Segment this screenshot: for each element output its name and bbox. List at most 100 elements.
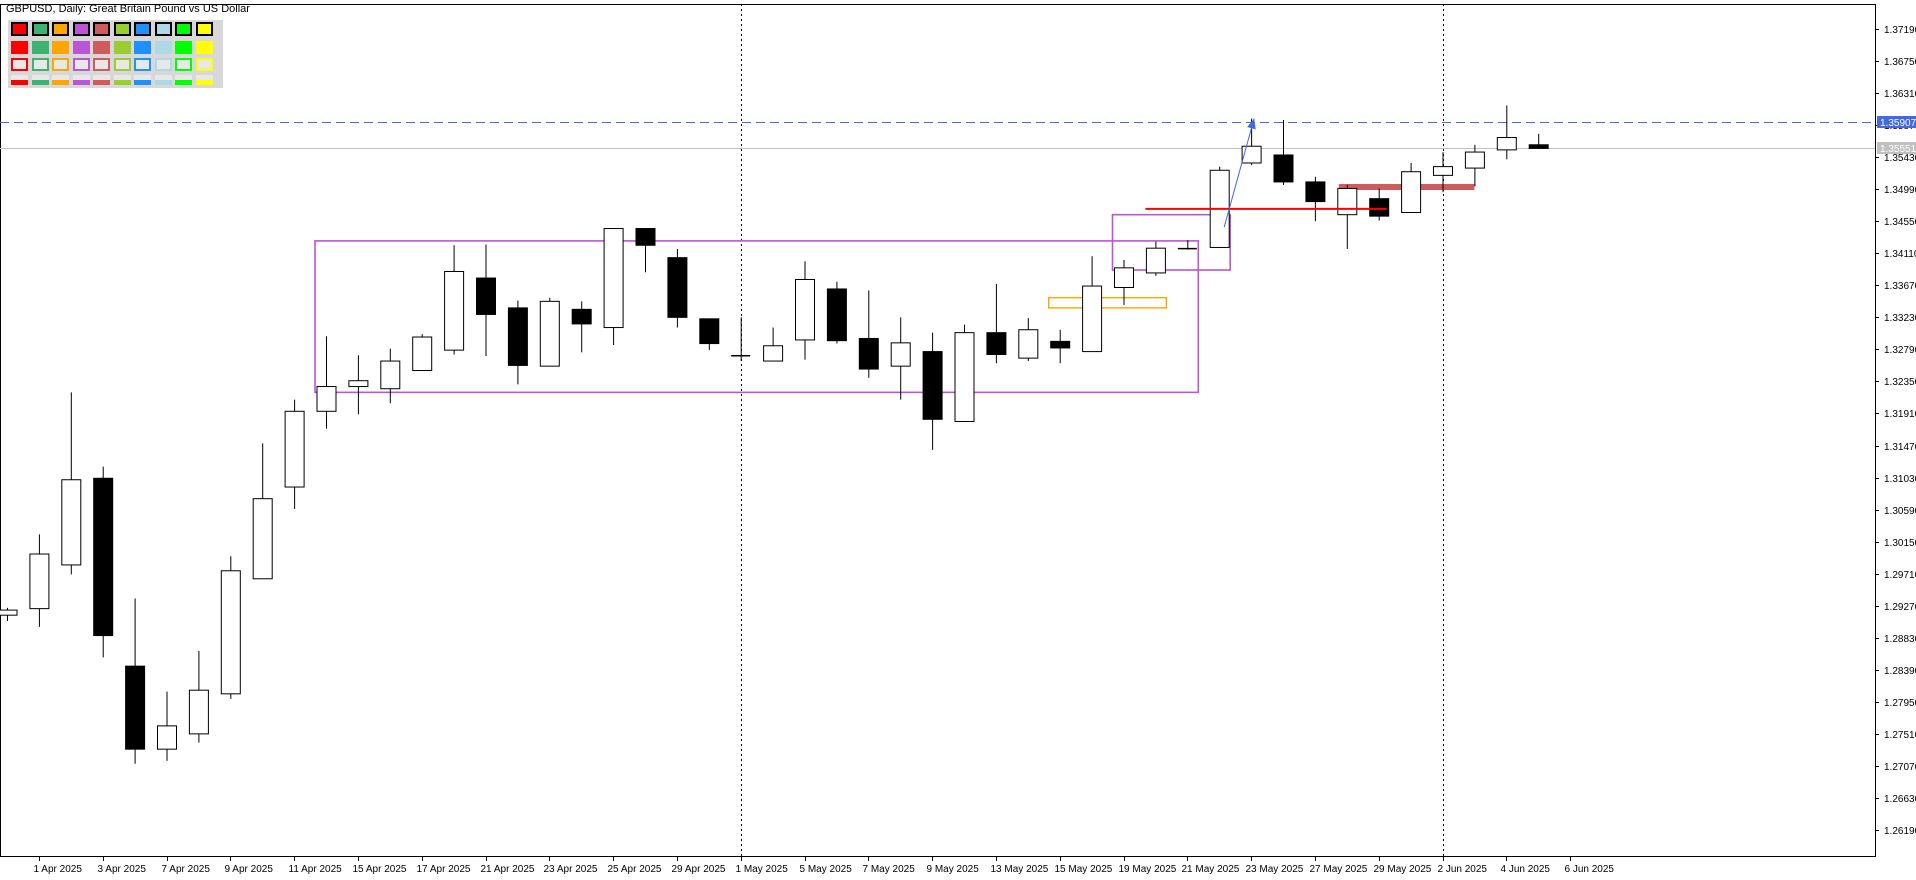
candle-body[interactable] bbox=[93, 477, 114, 637]
candle-body[interactable] bbox=[858, 337, 879, 370]
candle-body[interactable] bbox=[1496, 136, 1517, 151]
candle-body[interactable] bbox=[539, 300, 560, 367]
filled-swatch[interactable] bbox=[11, 41, 28, 54]
candle-body[interactable] bbox=[1018, 329, 1039, 359]
candle-body[interactable] bbox=[922, 351, 943, 420]
price-tick-label: 1.30590 bbox=[1884, 506, 1916, 517]
candle-body[interactable] bbox=[986, 332, 1007, 355]
outlined-swatch[interactable] bbox=[175, 58, 192, 71]
filled-swatch[interactable] bbox=[52, 41, 69, 54]
outlined-swatch[interactable] bbox=[113, 58, 131, 71]
price-tick-label: 1.27070 bbox=[1884, 762, 1916, 773]
selected-swatch[interactable] bbox=[154, 22, 172, 36]
underline-swatch[interactable] bbox=[154, 75, 172, 85]
filled-swatch[interactable] bbox=[31, 41, 49, 54]
candle-body[interactable] bbox=[380, 360, 401, 390]
candle-body[interactable] bbox=[220, 570, 241, 695]
underline-swatch[interactable] bbox=[93, 75, 110, 85]
selected-swatch[interactable] bbox=[113, 22, 131, 36]
time-tick-label: 21 Apr 2025 bbox=[481, 864, 535, 875]
filled-swatch[interactable] bbox=[72, 41, 90, 54]
candle-body[interactable] bbox=[1050, 340, 1071, 349]
time-tick-label: 7 Apr 2025 bbox=[162, 864, 211, 875]
candle-body[interactable] bbox=[476, 277, 496, 315]
outlined-swatch[interactable] bbox=[11, 58, 28, 71]
underline-swatch[interactable] bbox=[11, 75, 28, 85]
price-tick-label: 1.30150 bbox=[1884, 538, 1916, 549]
underline-swatch[interactable] bbox=[195, 75, 213, 85]
candle-body[interactable] bbox=[795, 278, 815, 341]
outlined-swatch[interactable] bbox=[31, 58, 49, 71]
candle-body[interactable] bbox=[635, 228, 656, 246]
candle-body[interactable] bbox=[188, 689, 209, 735]
selected-swatch[interactable] bbox=[52, 22, 69, 36]
blue-projection-arrow[interactable] bbox=[1223, 118, 1255, 228]
candle-body[interactable] bbox=[157, 725, 177, 750]
selected-swatch[interactable] bbox=[72, 22, 90, 36]
time-tick-label: 9 Apr 2025 bbox=[225, 864, 274, 875]
underline-swatch[interactable] bbox=[113, 75, 131, 85]
candle-body[interactable] bbox=[444, 270, 465, 351]
filled-swatch[interactable] bbox=[175, 41, 192, 54]
candle-body[interactable] bbox=[667, 257, 688, 318]
underline-swatch[interactable] bbox=[72, 75, 90, 85]
candle-body[interactable] bbox=[1401, 171, 1422, 214]
candle-body[interactable] bbox=[826, 288, 847, 342]
orange-zone[interactable] bbox=[1047, 296, 1168, 309]
candle-body[interactable] bbox=[316, 386, 337, 412]
time-tick-label: 27 May 2025 bbox=[1310, 864, 1368, 875]
selected-swatch[interactable] bbox=[195, 22, 213, 36]
underline-swatch[interactable] bbox=[134, 75, 151, 85]
outlined-swatch[interactable] bbox=[93, 58, 110, 71]
filled-swatch[interactable] bbox=[195, 41, 213, 54]
selected-swatch[interactable] bbox=[93, 22, 110, 36]
candle-body[interactable] bbox=[29, 553, 50, 610]
price-tick-label: 1.31030 bbox=[1884, 474, 1916, 485]
candle-body[interactable] bbox=[0, 609, 18, 616]
outlined-swatch[interactable] bbox=[154, 58, 172, 71]
candle-body[interactable] bbox=[1273, 154, 1294, 183]
filled-swatch[interactable] bbox=[134, 41, 151, 54]
candle-body[interactable] bbox=[412, 336, 433, 372]
filled-swatch[interactable] bbox=[154, 41, 172, 54]
candle-body[interactable] bbox=[61, 479, 82, 566]
candle-body[interactable] bbox=[284, 410, 305, 488]
outlined-swatch[interactable] bbox=[52, 58, 69, 71]
selected-swatch[interactable] bbox=[31, 22, 49, 36]
candle-body[interactable] bbox=[1145, 247, 1166, 274]
selected-swatch[interactable] bbox=[11, 22, 28, 36]
candle-body[interactable] bbox=[699, 318, 720, 345]
range-rectangle[interactable] bbox=[314, 240, 1200, 394]
candle-body[interactable] bbox=[125, 665, 146, 750]
candle-body[interactable] bbox=[1114, 267, 1134, 289]
underline-swatch[interactable] bbox=[31, 75, 49, 85]
outlined-swatch[interactable] bbox=[72, 58, 90, 71]
candle-body[interactable] bbox=[571, 308, 592, 325]
candle-body[interactable] bbox=[1305, 181, 1326, 203]
candle-body[interactable] bbox=[1337, 187, 1358, 216]
filled-swatch[interactable] bbox=[93, 41, 110, 54]
candle-body[interactable] bbox=[954, 332, 975, 422]
breakout-rectangle[interactable] bbox=[1111, 213, 1231, 271]
candle-body[interactable] bbox=[1241, 145, 1262, 164]
selected-swatch[interactable] bbox=[134, 22, 151, 36]
candle-body[interactable] bbox=[348, 380, 369, 388]
candle-body[interactable] bbox=[1082, 285, 1103, 353]
candle-body[interactable] bbox=[507, 307, 528, 366]
candle-body[interactable] bbox=[1433, 166, 1453, 176]
underline-swatch[interactable] bbox=[52, 75, 69, 85]
filled-swatch[interactable] bbox=[113, 41, 131, 54]
candle-body[interactable] bbox=[603, 228, 624, 329]
candle-body[interactable] bbox=[763, 345, 784, 362]
outlined-swatch[interactable] bbox=[195, 58, 213, 71]
candle-body[interactable] bbox=[1464, 151, 1485, 169]
candle-body[interactable] bbox=[1369, 198, 1390, 217]
candle-body[interactable] bbox=[890, 342, 911, 367]
candle-body[interactable] bbox=[252, 498, 273, 580]
selected-swatch[interactable] bbox=[175, 22, 192, 36]
candle-body[interactable] bbox=[1528, 144, 1549, 149]
underline-swatch[interactable] bbox=[175, 75, 192, 85]
outlined-swatch[interactable] bbox=[134, 58, 151, 71]
